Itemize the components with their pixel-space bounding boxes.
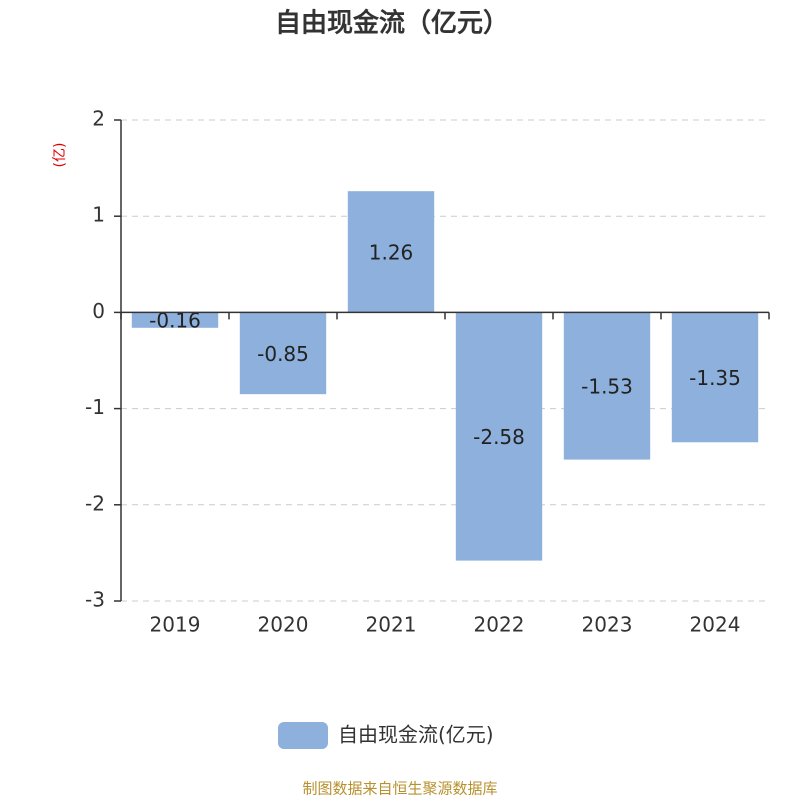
- source-note: 制图数据来自恒生聚源数据库: [302, 780, 497, 798]
- data-label: -1.53: [581, 374, 633, 398]
- y-tick-label: 2: [92, 107, 105, 131]
- data-label: 1.26: [369, 240, 414, 264]
- data-label: -0.85: [257, 342, 309, 366]
- x-tick-label: 2019: [150, 613, 201, 637]
- bar: [671, 312, 759, 443]
- chart-title: 自由现金流（亿元）: [275, 8, 509, 39]
- data-label: -2.58: [473, 425, 525, 449]
- y-tick-label: 1: [92, 203, 105, 227]
- y-tick-label: -1: [85, 395, 105, 419]
- y-tick-label: 0: [92, 299, 105, 323]
- data-label: -1.35: [689, 366, 741, 390]
- y-axis-label: (亿): [52, 143, 68, 168]
- x-tick-label: 2023: [582, 613, 633, 637]
- bar: [347, 191, 435, 313]
- bar: [239, 312, 327, 395]
- x-tick-label: 2022: [474, 613, 525, 637]
- legend-swatch: [278, 722, 328, 749]
- y-tick-label: -2: [85, 491, 105, 515]
- x-tick-label: 2024: [690, 613, 741, 637]
- x-tick-label: 2021: [366, 613, 417, 637]
- x-tick-label: 2020: [258, 613, 309, 637]
- bar: [563, 312, 651, 460]
- y-tick-label: -3: [85, 588, 105, 612]
- bar: [455, 312, 543, 561]
- bar: [131, 312, 219, 328]
- legend-label: 自由现金流(亿元): [338, 723, 494, 747]
